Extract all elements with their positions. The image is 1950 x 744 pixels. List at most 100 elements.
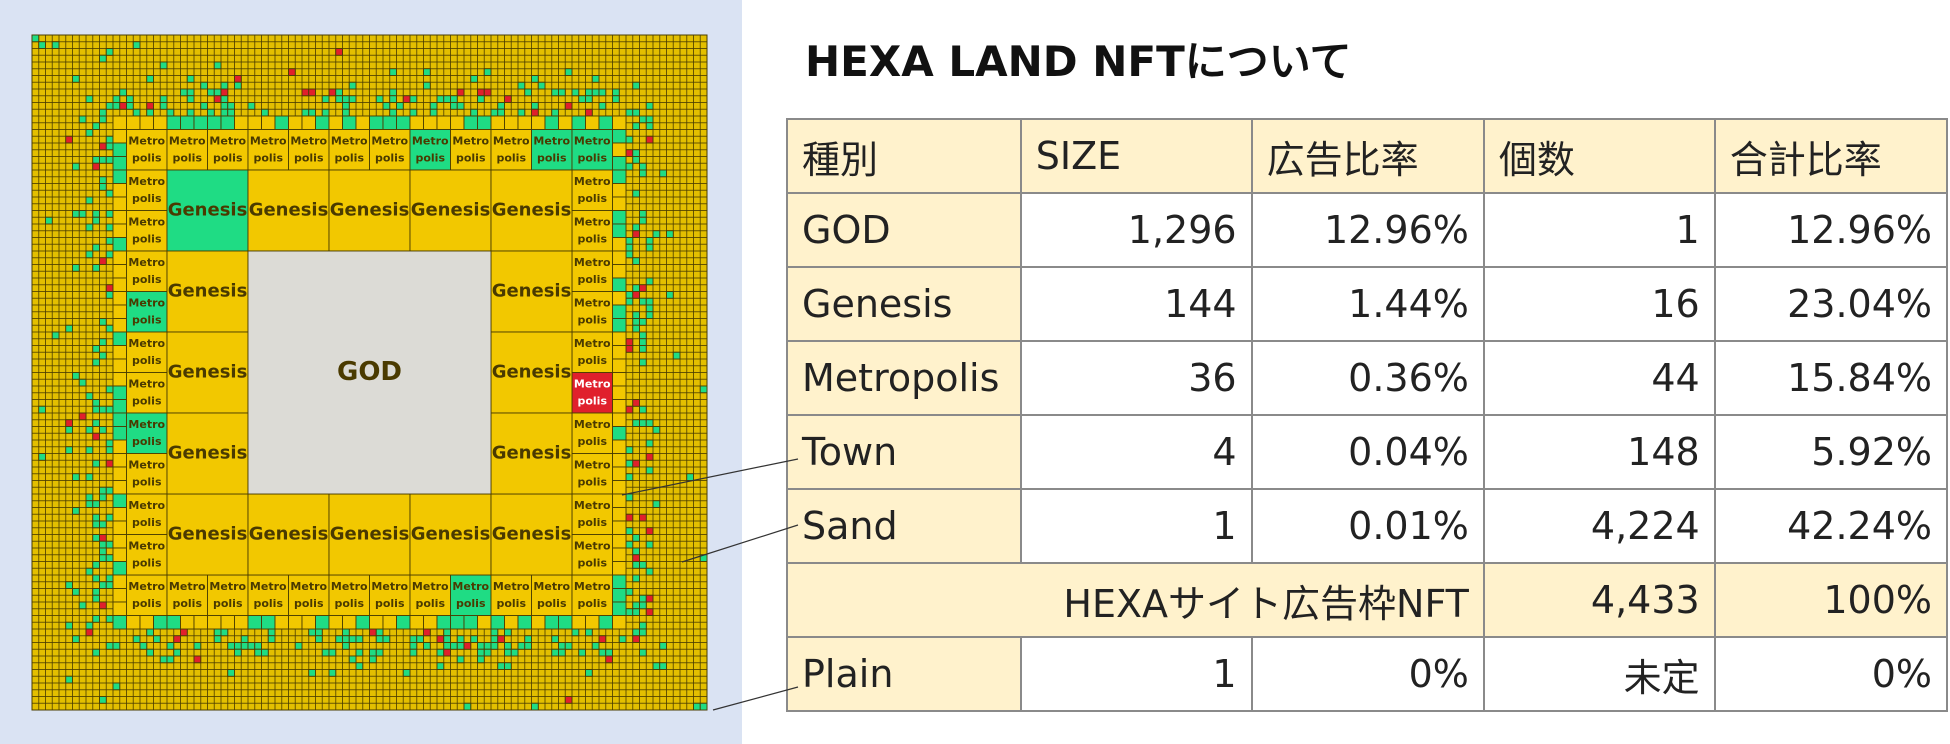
sand-cell bbox=[632, 635, 640, 643]
sand-cell bbox=[564, 696, 573, 704]
sand-cell bbox=[625, 108, 634, 117]
town-block bbox=[166, 615, 181, 630]
sand-cell bbox=[389, 108, 397, 117]
sand-cell bbox=[65, 581, 73, 589]
sand-cell bbox=[99, 115, 107, 124]
sand-cell bbox=[477, 88, 485, 97]
sand-cell bbox=[645, 419, 654, 427]
sand-cell bbox=[409, 108, 418, 117]
metro-label: Metro bbox=[128, 580, 165, 593]
metro-label: polis bbox=[375, 152, 405, 165]
metropolis-block bbox=[126, 250, 168, 292]
sand-cell bbox=[51, 331, 60, 340]
town-block bbox=[409, 115, 424, 130]
sand-cell bbox=[301, 108, 310, 117]
sand-cell bbox=[483, 68, 492, 76]
sand-cell bbox=[92, 574, 100, 583]
town-block bbox=[382, 615, 397, 630]
sand-cell bbox=[436, 648, 445, 657]
town-block bbox=[612, 372, 627, 387]
sand-cell bbox=[99, 338, 107, 346]
sand-cell bbox=[166, 642, 175, 650]
sand-cell bbox=[193, 655, 202, 664]
metro-label: Metro bbox=[574, 216, 611, 229]
town-block bbox=[112, 426, 127, 441]
metro-label: polis bbox=[132, 597, 162, 610]
sand-cell bbox=[632, 108, 640, 117]
sand-cell bbox=[207, 88, 215, 97]
metro-label: polis bbox=[496, 597, 526, 610]
sand-cell bbox=[240, 635, 249, 643]
metropolis-block bbox=[247, 574, 289, 616]
town-block bbox=[234, 615, 249, 630]
table-row: Metropolis 36 0.36% 44 15.84% bbox=[786, 340, 1949, 416]
sand-cell bbox=[65, 621, 73, 630]
town-block bbox=[342, 615, 357, 630]
cell: 144 bbox=[1019, 266, 1253, 342]
town-block bbox=[342, 115, 357, 130]
metro-label: Metro bbox=[493, 580, 530, 593]
sand-cell bbox=[105, 459, 114, 468]
metro-label: polis bbox=[456, 152, 486, 165]
metro-label: Metro bbox=[128, 175, 165, 188]
genesis-block bbox=[166, 331, 249, 414]
sand-cell bbox=[551, 635, 559, 643]
sand-cell bbox=[99, 176, 107, 184]
sand-cell bbox=[517, 108, 526, 117]
sand-cell bbox=[443, 635, 451, 643]
sand-cell bbox=[234, 648, 242, 657]
sand-cell bbox=[335, 88, 343, 97]
metropolis-block bbox=[450, 129, 492, 171]
metro-label: Metro bbox=[574, 135, 611, 148]
town-block bbox=[612, 561, 627, 576]
sand-cell bbox=[267, 635, 276, 643]
genesis-block bbox=[328, 493, 411, 576]
cell: 12.96% bbox=[1713, 192, 1949, 268]
town-block bbox=[612, 453, 627, 468]
sand-cell bbox=[639, 331, 647, 340]
metro-label: Metro bbox=[493, 135, 530, 148]
sand-cell bbox=[456, 102, 465, 110]
sand-cell bbox=[369, 628, 377, 637]
sand-cell bbox=[369, 655, 377, 664]
sand-cell bbox=[591, 642, 600, 650]
genesis-label: Genesis bbox=[249, 524, 329, 545]
sand-cell bbox=[639, 345, 647, 353]
sand-cell bbox=[220, 95, 229, 103]
sand-cell bbox=[227, 669, 235, 677]
sand-cell bbox=[166, 655, 175, 664]
sand-cell bbox=[585, 628, 593, 637]
sand-cell bbox=[571, 88, 580, 97]
sand-cell bbox=[308, 88, 316, 97]
sand-cell bbox=[490, 642, 499, 650]
town-block bbox=[612, 426, 627, 441]
sand-cell bbox=[99, 142, 107, 151]
sand-cell bbox=[625, 446, 634, 454]
genesis-block bbox=[490, 169, 573, 252]
sand-cell bbox=[99, 351, 107, 360]
metropolis-block bbox=[288, 574, 330, 616]
sand-cell bbox=[456, 88, 465, 97]
metro-label: polis bbox=[132, 395, 162, 408]
sand-cell bbox=[632, 574, 640, 583]
sand-cell bbox=[625, 135, 634, 144]
metropolis-block bbox=[126, 169, 168, 211]
town-block bbox=[612, 129, 627, 144]
sand-cell bbox=[308, 628, 316, 637]
sand-cell bbox=[78, 210, 87, 218]
sand-cell bbox=[85, 250, 94, 259]
town-block bbox=[112, 115, 127, 130]
header-cell: 広告比率 bbox=[1250, 118, 1485, 194]
sand-cell bbox=[335, 635, 343, 643]
cell: 0% bbox=[1250, 636, 1485, 712]
town-block bbox=[112, 534, 127, 549]
sand-cell bbox=[173, 635, 181, 643]
metropolis-block bbox=[126, 412, 168, 454]
town-block bbox=[153, 615, 168, 630]
sand-cell bbox=[220, 102, 229, 110]
metro-label: polis bbox=[132, 152, 162, 165]
sand-cell bbox=[639, 338, 647, 346]
sand-cell bbox=[652, 426, 661, 434]
sand-cell bbox=[92, 358, 100, 367]
metro-label: polis bbox=[577, 435, 607, 448]
